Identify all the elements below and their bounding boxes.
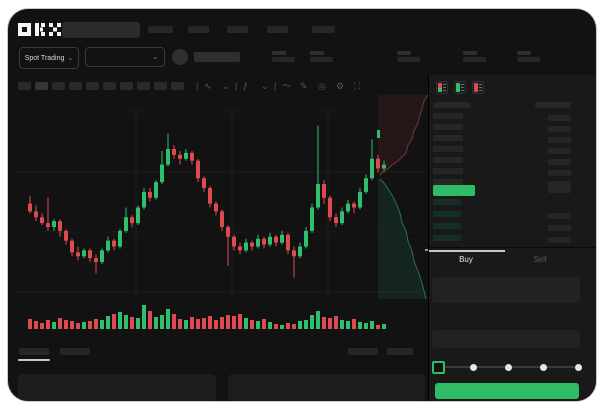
ask-price-skeleton — [433, 113, 463, 119]
chevron-down-icon[interactable]: ⌄ — [261, 81, 269, 91]
timeframe-button[interactable] — [154, 82, 167, 90]
orders-panel-left — [18, 374, 216, 401]
app-window: Spot Trading ⌄ ⌄ | ∿ ⌄ | ƒ ⌄ | 〜 ✎ ◎ ⚙ ⛶ — [8, 9, 596, 401]
ask-price-skeleton — [433, 168, 463, 174]
expand-icon[interactable]: ⛶ — [354, 81, 361, 91]
ask-price-skeleton — [433, 135, 463, 141]
timeframe-button[interactable] — [171, 82, 184, 90]
chevron-down-icon: ⌄ — [152, 53, 158, 61]
bid-price-skeleton — [433, 223, 461, 229]
panel-divider — [428, 75, 429, 401]
ask-size-skeleton — [548, 115, 571, 121]
slider-stop-100[interactable] — [575, 364, 582, 371]
ticker-stat — [463, 51, 486, 62]
timeframe-button[interactable] — [52, 82, 65, 90]
ask-size-skeleton — [548, 137, 571, 143]
bid-size-skeleton — [548, 237, 571, 243]
separator: | — [235, 81, 238, 91]
nav-item[interactable] — [188, 26, 209, 33]
slider-handle[interactable] — [432, 361, 445, 374]
settings-icon[interactable]: ⚙ — [336, 81, 345, 91]
book-all-icon[interactable] — [436, 81, 448, 94]
tab-sell[interactable]: Sell — [533, 255, 547, 264]
chart-bottom-tab[interactable] — [60, 348, 90, 355]
ask-size-skeleton — [548, 148, 571, 154]
camera-icon[interactable]: ◎ — [318, 81, 326, 91]
chart-bottom-tab[interactable] — [387, 348, 413, 355]
ask-price-skeleton — [433, 179, 463, 185]
ask-size-skeleton — [548, 126, 571, 132]
search-input[interactable] — [62, 22, 140, 38]
timeframe-button[interactable] — [18, 82, 31, 90]
ask-size-skeleton — [548, 159, 571, 165]
bid-price-skeleton — [433, 235, 461, 241]
slider-stop-75[interactable] — [540, 364, 547, 371]
depth-chart — [378, 95, 428, 299]
nav-item[interactable] — [227, 26, 248, 33]
active-tab-indicator — [18, 359, 50, 361]
ticker-stat — [517, 51, 540, 62]
ask-price-skeleton — [433, 157, 463, 163]
indicator-label[interactable]: ∿ — [204, 81, 212, 91]
timeframe-button[interactable] — [35, 82, 48, 90]
ticker-stat — [397, 51, 420, 62]
orderbook-size-header — [535, 102, 571, 108]
submit-buy-button[interactable] — [435, 383, 579, 399]
bid-size-skeleton — [548, 213, 571, 219]
nav-item[interactable] — [148, 26, 173, 33]
ask-size-skeleton — [548, 181, 571, 187]
function-icon[interactable]: ƒ — [243, 81, 249, 91]
orderbook-view-switcher — [436, 81, 484, 94]
chevron-down-icon: ⌄ — [67, 54, 74, 62]
tab-buy[interactable]: Buy — [459, 255, 473, 264]
nav-item[interactable] — [267, 26, 288, 33]
separator: | — [196, 81, 199, 91]
price-field[interactable] — [432, 277, 580, 303]
buy-tab-indicator — [429, 250, 505, 252]
draw-icon[interactable]: ✎ — [300, 81, 308, 91]
ask-price-skeleton — [433, 146, 463, 152]
orderbook-mid-price[interactable] — [433, 185, 475, 196]
ask-size-skeleton — [548, 170, 571, 176]
pair-dropdown[interactable]: ⌄ — [85, 47, 165, 67]
wave-icon[interactable]: 〜 — [282, 81, 292, 91]
tabbar-divider — [429, 247, 596, 248]
orderbook-price-header — [433, 102, 471, 108]
ticker-stat — [272, 51, 295, 62]
timeframe-button[interactable] — [86, 82, 99, 90]
slider-stop-25[interactable] — [470, 364, 477, 371]
amount-field[interactable] — [432, 330, 580, 348]
bid-size-skeleton — [548, 225, 571, 231]
nav-item[interactable] — [312, 26, 335, 33]
timeframe-button[interactable] — [120, 82, 133, 90]
bid-price-skeleton — [433, 211, 461, 217]
separator: | — [274, 81, 277, 91]
chart-bottom-tab-active[interactable] — [19, 348, 49, 355]
timeframe-button[interactable] — [137, 82, 150, 90]
coin-icon — [172, 49, 188, 65]
book-bids-icon[interactable] — [454, 81, 466, 94]
pair-name-skeleton — [194, 52, 240, 62]
last-price-tick — [377, 130, 380, 138]
slider-stop-50[interactable] — [505, 364, 512, 371]
ask-price-skeleton — [433, 124, 463, 130]
market-type-dropdown[interactable]: Spot Trading ⌄ — [19, 47, 79, 69]
timeframe-button[interactable] — [69, 82, 82, 90]
ticker-stat — [310, 51, 333, 62]
bid-price-skeleton — [433, 199, 461, 205]
chevron-down-icon[interactable]: ⌄ — [222, 81, 230, 91]
market-type-label: Spot Trading — [24, 54, 65, 62]
okx-logo — [18, 23, 61, 36]
book-asks-icon[interactable] — [472, 81, 484, 94]
orderbook-mid-size — [548, 187, 571, 193]
timeframe-button[interactable] — [103, 82, 116, 90]
chart-bottom-tab[interactable] — [348, 348, 378, 355]
orders-panel-right — [228, 374, 425, 401]
candlestick-chart[interactable] — [16, 75, 428, 333]
